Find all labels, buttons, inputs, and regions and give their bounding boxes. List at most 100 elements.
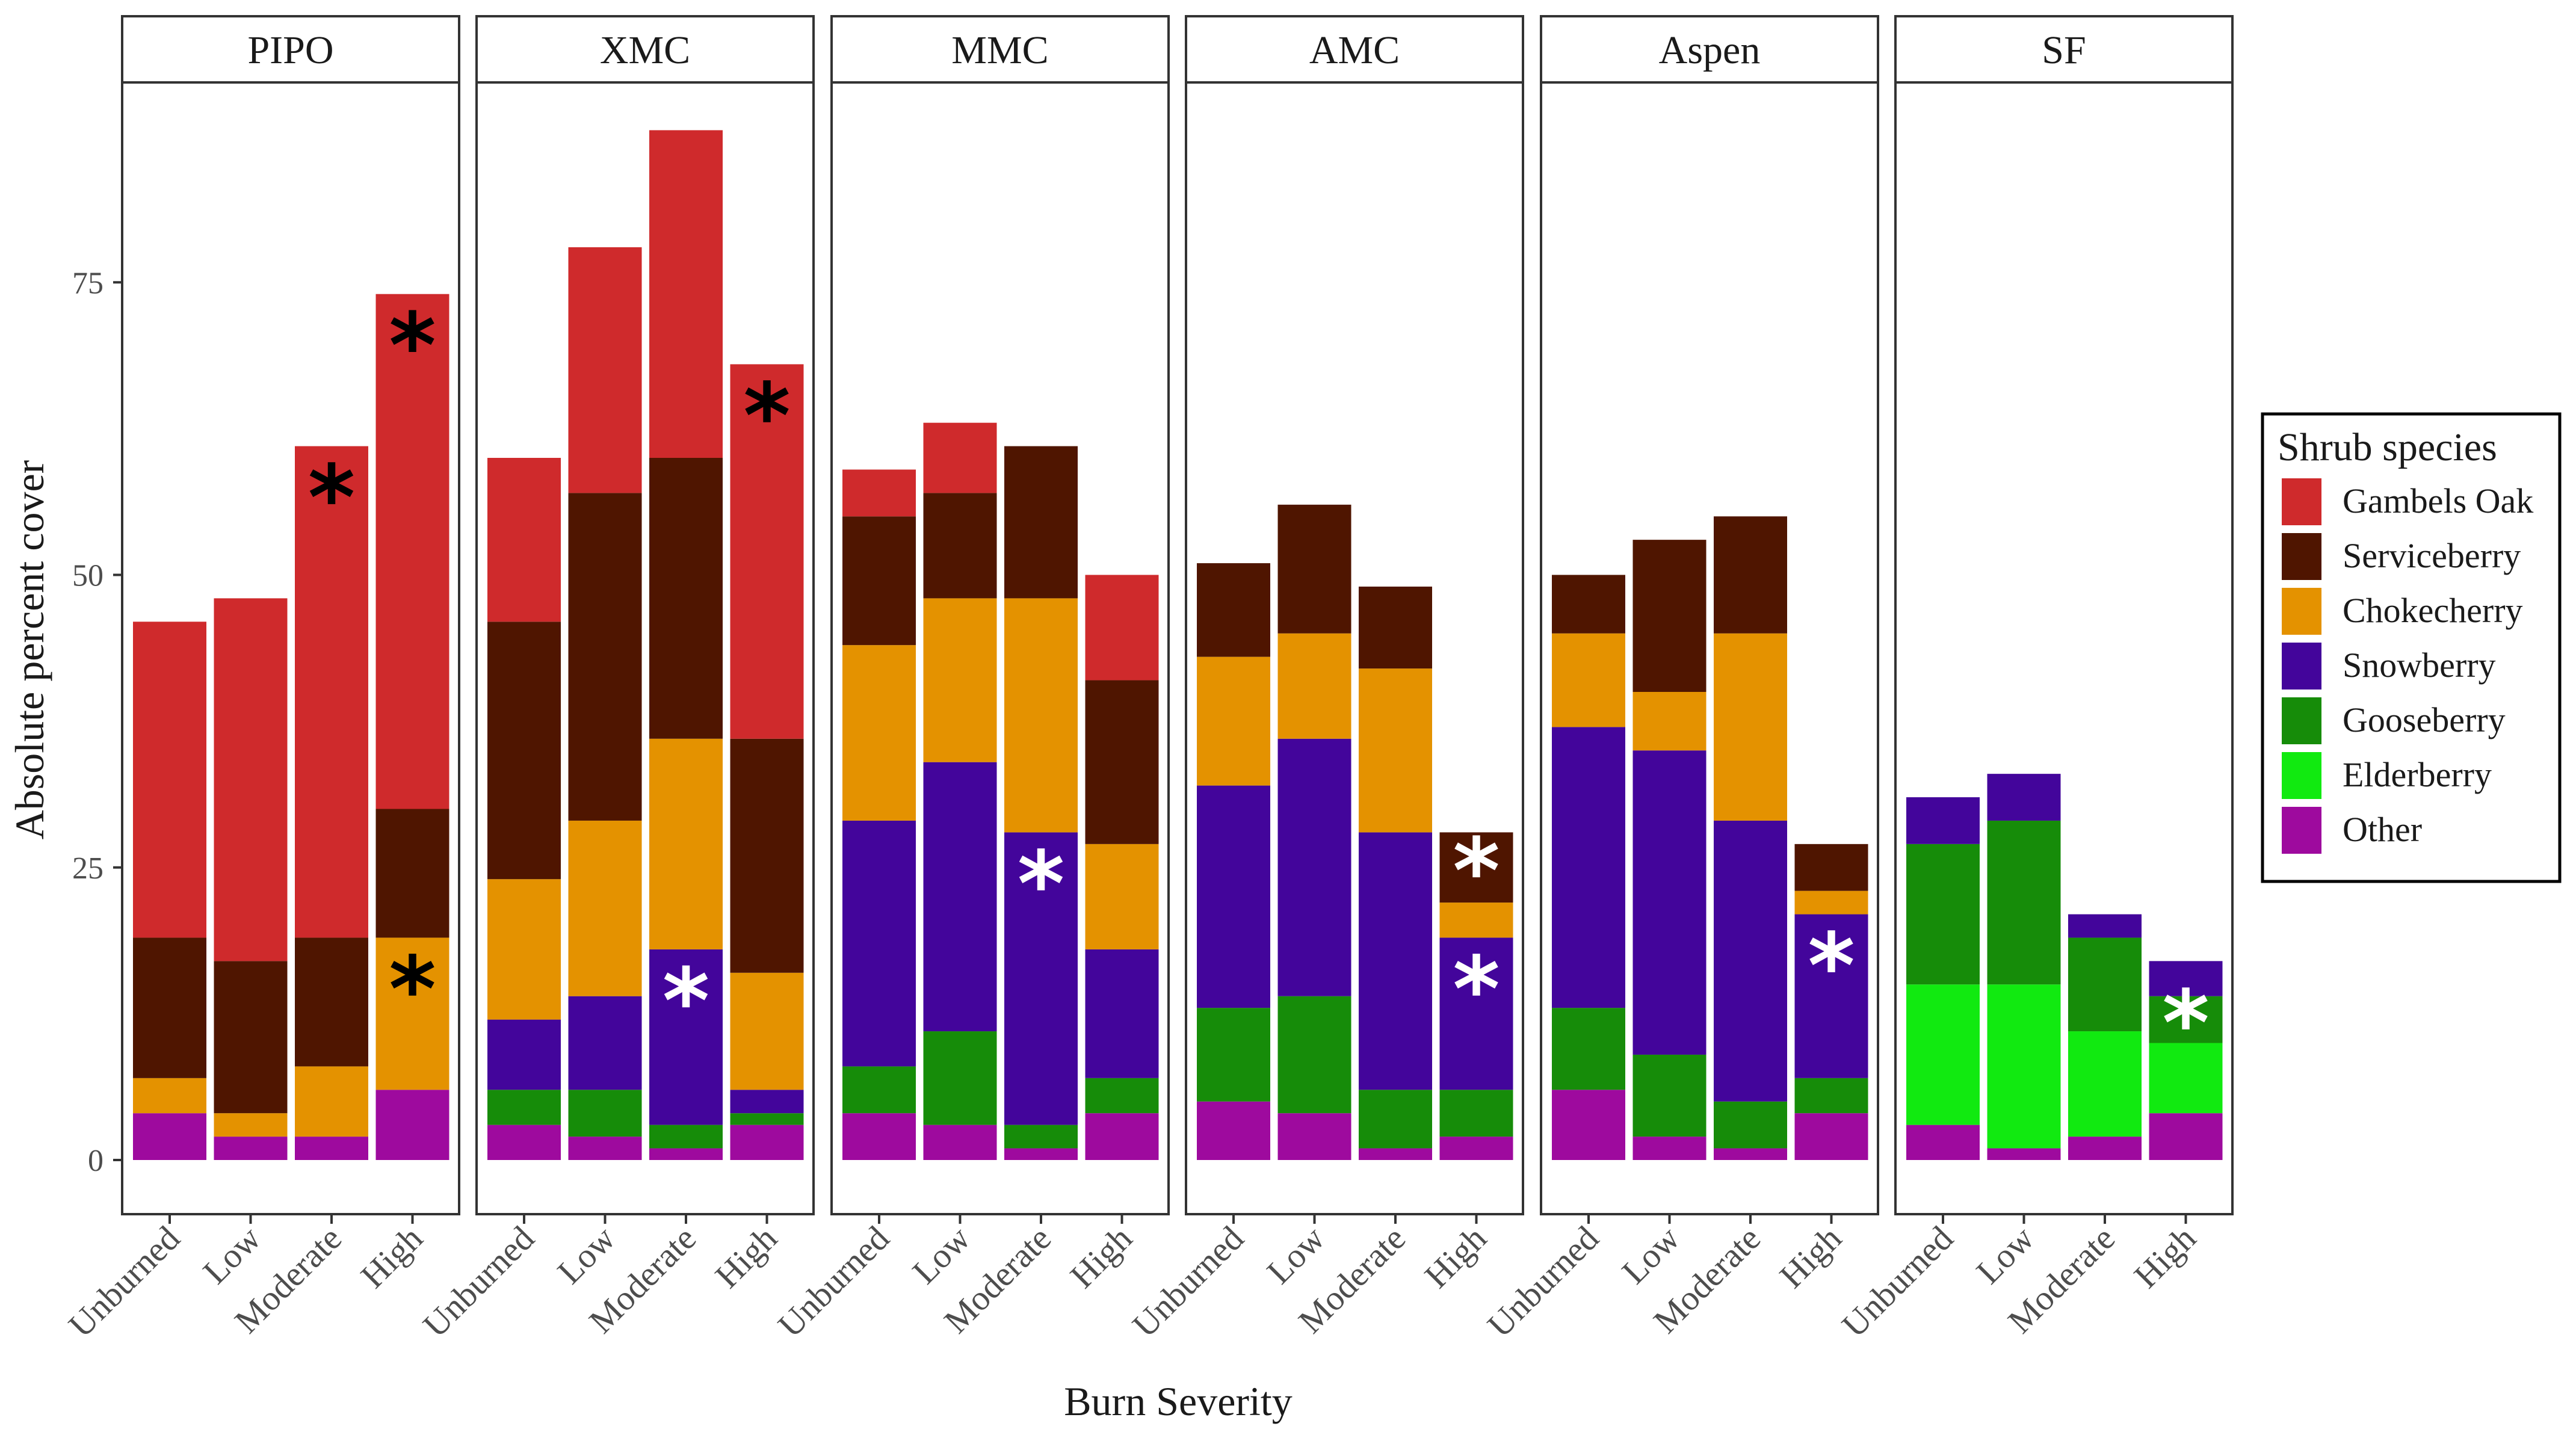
bar-segment-sf-unburned-snowberry xyxy=(1906,797,1980,844)
bar-segment-sf-moderate-snowberry xyxy=(2068,914,2142,938)
facet-panel-border xyxy=(121,81,460,1215)
bar-segment-sf-high-other xyxy=(2149,1113,2223,1160)
bar-segment-pipo-unburned-chokecherry xyxy=(133,1078,206,1114)
bar-segment-pipo-low-chokecherry xyxy=(214,1113,288,1137)
bar-segment-aspen-low-gooseberry xyxy=(1632,1054,1707,1137)
legend-label-elderberry: Elderberry xyxy=(2343,755,2492,794)
y-tick-label: 75 xyxy=(72,266,103,300)
bar-segment-mmc-moderate-snowberry xyxy=(1004,832,1078,1125)
facet-panel-border xyxy=(475,81,815,1215)
facet-strip xyxy=(1540,15,1879,84)
bar-segment-mmc-moderate-gooseberry xyxy=(1004,1125,1078,1149)
bar-segment-sf-low-other xyxy=(1987,1148,2061,1160)
bar-segment-mmc-unburned-gambels-oak xyxy=(842,469,916,517)
bar-segment-xmc-high-chokecherry xyxy=(730,972,804,1090)
legend-label-other: Other xyxy=(2343,810,2422,849)
bar-segment-aspen-low-chokecherry xyxy=(1632,692,1707,751)
facet-panel-border xyxy=(830,81,1170,1215)
bar-segment-mmc-high-gambels-oak xyxy=(1085,575,1159,680)
legend: Shrub species Gambels Oak Serviceberry Cho… xyxy=(2261,412,2562,883)
bar-segment-mmc-low-serviceberry xyxy=(923,493,997,599)
bar-segment-sf-low-gooseberry xyxy=(1987,820,2061,985)
facet-panel-border xyxy=(1185,81,1524,1215)
bar-segment-amc-moderate-chokecherry xyxy=(1359,668,1432,833)
legend-label-gooseberry: Gooseberry xyxy=(2343,700,2506,739)
bar-segment-mmc-moderate-other xyxy=(1004,1148,1078,1160)
bar-segment-aspen-high-other xyxy=(1794,1113,1868,1160)
bar-segment-pipo-unburned-serviceberry xyxy=(133,937,206,1078)
bar-segment-sf-unburned-gooseberry xyxy=(1906,844,1980,985)
facet-strip xyxy=(121,15,460,84)
bar-segment-mmc-low-chokecherry xyxy=(923,598,997,762)
bar-segment-aspen-moderate-gooseberry xyxy=(1714,1101,1787,1149)
significance-star: * xyxy=(2162,972,2209,1076)
legend-swatch-gambels-oak xyxy=(2282,478,2321,525)
significance-star: * xyxy=(308,446,355,551)
bar-segment-aspen-high-chokecherry xyxy=(1794,890,1868,915)
bar-segment-aspen-unburned-other xyxy=(1552,1090,1625,1160)
facet-panel-border xyxy=(1540,81,1879,1215)
bar-segment-amc-low-snowberry xyxy=(1277,738,1351,996)
bar-segment-aspen-high-gooseberry xyxy=(1794,1078,1868,1114)
legend-swatch-gooseberry xyxy=(2282,697,2321,744)
bar-segment-sf-high-elderberry xyxy=(2149,1043,2223,1114)
bar-segment-mmc-unburned-chokecherry xyxy=(842,645,916,821)
bar-segment-sf-moderate-gooseberry xyxy=(2068,937,2142,1032)
bar-segment-pipo-high-other xyxy=(375,1090,449,1160)
significance-star: * xyxy=(663,949,709,1054)
bar-segment-sf-low-elderberry xyxy=(1987,984,2061,1149)
bar-segment-amc-high-other xyxy=(1439,1137,1513,1160)
bar-segment-pipo-high-serviceberry xyxy=(375,809,449,938)
bar-segment-pipo-moderate-chokecherry xyxy=(295,1066,368,1137)
bar-segment-xmc-moderate-snowberry xyxy=(649,949,723,1125)
facet-title: Aspen xyxy=(1659,28,1761,72)
facet-title: XMC xyxy=(600,28,690,72)
bar-segment-amc-high-chokecherry xyxy=(1439,902,1513,938)
bar-segment-pipo-low-other xyxy=(214,1137,288,1160)
bar-segment-mmc-unburned-serviceberry xyxy=(842,516,916,646)
legend-swatch-other xyxy=(2282,807,2321,854)
bar-segment-mmc-low-gooseberry xyxy=(923,1031,997,1125)
bar-segment-pipo-unburned-other xyxy=(133,1113,206,1160)
significance-star: * xyxy=(389,294,436,399)
bar-segment-aspen-unburned-chokecherry xyxy=(1552,633,1625,727)
bar-segment-aspen-moderate-other xyxy=(1714,1148,1787,1160)
facet-title: MMC xyxy=(951,28,1048,72)
bar-segment-amc-low-other xyxy=(1277,1113,1351,1160)
facet-strip xyxy=(1894,15,2234,84)
bar-segment-xmc-high-gambels-oak xyxy=(730,364,804,739)
y-tick-label: 50 xyxy=(72,559,103,593)
bar-segment-mmc-unburned-gooseberry xyxy=(842,1066,916,1114)
bar-segment-amc-unburned-snowberry xyxy=(1197,785,1270,1008)
bar-segment-amc-unburned-serviceberry xyxy=(1197,563,1270,657)
bar-segment-mmc-high-other xyxy=(1085,1113,1159,1160)
legend-label-snowberry: Snowberry xyxy=(2343,646,2496,685)
bar-segment-amc-unburned-chokecherry xyxy=(1197,656,1270,786)
bar-segment-pipo-moderate-gambels-oak xyxy=(295,446,368,938)
facet-panel-border xyxy=(1894,81,2234,1215)
bar-segment-mmc-high-serviceberry xyxy=(1085,680,1159,844)
y-tick-label: 25 xyxy=(72,851,103,886)
bar-segment-amc-unburned-gooseberry xyxy=(1197,1008,1270,1102)
bar-segment-xmc-high-other xyxy=(730,1125,804,1160)
legend-swatch-elderberry xyxy=(2282,752,2321,799)
bar-segment-pipo-moderate-other xyxy=(295,1137,368,1160)
legend-title: Shrub species xyxy=(2278,425,2497,469)
significance-star: * xyxy=(1808,915,1855,1019)
bar-segment-amc-high-gooseberry xyxy=(1439,1090,1513,1137)
facet-title: PIPO xyxy=(247,28,333,72)
bar-segment-xmc-low-gooseberry xyxy=(568,1090,642,1137)
y-axis: 0 25 50 75 xyxy=(72,266,122,1178)
bar-segment-aspen-moderate-serviceberry xyxy=(1714,516,1787,634)
bar-segment-xmc-unburned-snowberry xyxy=(487,1019,561,1090)
bar-segment-sf-moderate-other xyxy=(2068,1137,2142,1160)
bar-segment-xmc-high-serviceberry xyxy=(730,738,804,973)
significance-star: * xyxy=(1453,819,1500,924)
bar-segment-xmc-unburned-gooseberry xyxy=(487,1090,561,1125)
